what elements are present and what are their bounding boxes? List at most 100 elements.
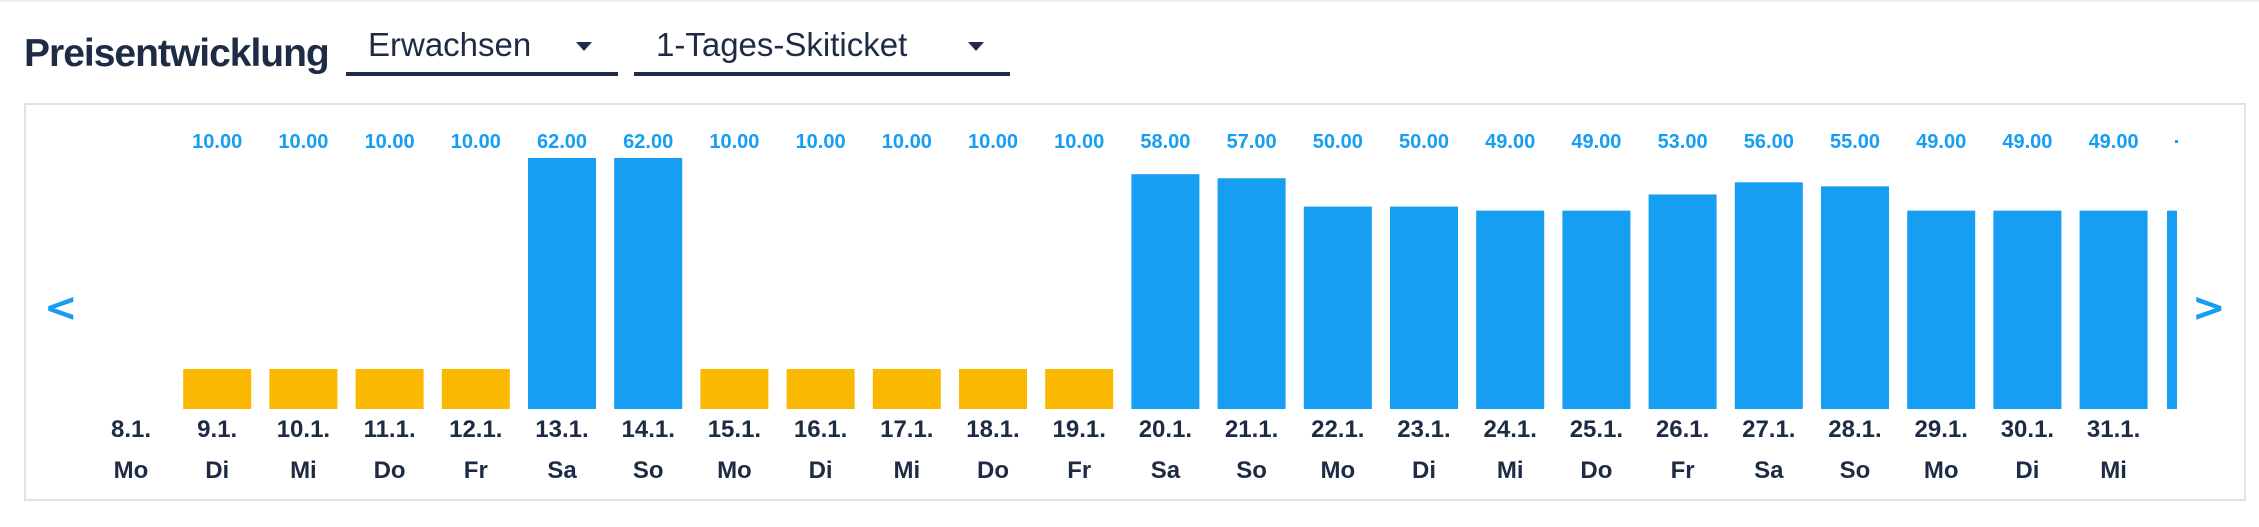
date-tick-label: 13.1. [535,416,588,443]
weekday-tick-label: Mi [290,457,317,484]
date-tick-label: 31.1. [2087,416,2140,443]
price-value-label: 62.00 [537,131,587,153]
ticket-type-select[interactable]: 1-Tages-Skiticket [634,20,1010,76]
date-tick-label: 14.1. [622,416,675,443]
price-value-label: 57.00 [1227,131,1277,153]
date-tick-label: 20.1. [1139,416,1192,443]
weekday-tick-label: Sa [1151,457,1181,484]
date-tick-label: 9.1. [197,416,237,443]
date-tick-label: 27.1. [1742,416,1795,443]
price-bar[interactable] [1131,174,1200,409]
price-bar-partial [2167,210,2177,409]
price-bar[interactable] [1993,210,2062,409]
weekday-tick-label: Mi [893,457,920,484]
weekday-tick-label: Fr [1671,457,1695,484]
price-value-label: 56.00 [1744,131,1794,153]
price-bar[interactable] [2079,210,2148,409]
price-value-label: 10.00 [278,131,328,153]
price-value-label: 49.00 [1485,131,1535,153]
date-tick-label: 8.1. [111,416,151,443]
price-value-label: 10.00 [882,131,932,153]
date-tick-label: 11.1. [364,416,416,443]
price-value-label: 10.00 [796,131,846,153]
price-bar[interactable] [1390,206,1458,409]
date-tick-label: 19.1. [1053,416,1106,443]
caret-down-icon [576,42,592,51]
date-tick-label: 12.1. [449,416,502,443]
date-tick-label: 17.1. [880,416,933,443]
weekday-tick-label: Fr [464,457,488,484]
previous-arrow-icon[interactable]: < [44,285,78,331]
price-value-label: 50.00 [1313,131,1363,153]
price-value-label-partial [2175,140,2178,143]
price-bar[interactable] [1734,182,1803,409]
top-divider [0,0,2259,2]
price-value-label: 10.00 [1054,131,1104,153]
date-tick-label: 16.1. [794,416,847,443]
date-tick-label: 26.1. [1656,416,1709,443]
date-tick-label: 30.1. [2001,416,2054,443]
date-tick-label: 22.1. [1311,416,1364,443]
weekday-tick-label: Do [1580,457,1612,484]
next-arrow-icon[interactable]: > [2192,285,2226,331]
date-tick-label: 24.1. [1484,416,1537,443]
price-value-label: 53.00 [1658,131,1708,153]
date-tick-label: 15.1. [708,416,761,443]
price-bar[interactable] [183,369,252,409]
price-bar[interactable] [441,369,510,409]
price-bar[interactable] [1562,210,1631,409]
weekday-tick-label: Mi [2100,457,2127,484]
weekday-tick-label: Di [1412,457,1436,484]
price-bar[interactable] [1821,186,1889,409]
price-bar[interactable] [700,369,769,409]
price-value-label: 10.00 [709,131,759,153]
weekday-tick-label: Mo [1924,457,1959,484]
weekday-tick-label: So [1236,457,1267,484]
weekday-tick-label: Fr [1067,457,1091,484]
price-bar[interactable] [1045,369,1114,409]
date-tick-label: 28.1. [1828,416,1881,443]
ticket-type-select-value: 1-Tages-Skiticket [656,26,908,63]
age-group-select[interactable]: Erwachsen [346,20,618,76]
date-tick-label: 21.1. [1225,416,1278,443]
date-tick-label: 23.1. [1397,416,1450,443]
price-bar[interactable] [1907,210,1976,409]
weekday-tick-label: Mo [1320,457,1355,484]
page-title: Preisentwicklung [24,32,330,75]
price-value-label: 62.00 [623,131,673,153]
price-bar[interactable] [786,369,855,409]
price-bar[interactable] [1476,210,1545,409]
price-value-label: 49.00 [1571,131,1621,153]
age-group-select-value: Erwachsen [368,26,532,63]
weekday-tick-label: So [1840,457,1871,484]
price-bar[interactable] [1217,178,1286,409]
weekday-tick-label: So [633,457,664,484]
price-bar[interactable] [355,369,424,409]
date-tick-label: 25.1. [1570,416,1623,443]
price-bar[interactable] [269,369,338,409]
weekday-tick-label: Do [977,457,1009,484]
weekday-tick-label: Mi [1497,457,1524,484]
price-bar[interactable] [614,158,683,409]
price-bar[interactable] [1648,194,1717,409]
price-value-label: 10.00 [192,131,242,153]
weekday-tick-label: Mo [717,457,752,484]
price-value-label: 49.00 [2002,131,2052,153]
price-value-label: 55.00 [1830,131,1880,153]
price-bar[interactable] [528,158,596,409]
weekday-tick-label: Sa [547,457,577,484]
weekday-tick-label: Do [374,457,406,484]
price-value-label: 10.00 [968,131,1018,153]
caret-down-icon [968,42,984,51]
date-tick-label: 10.1. [277,416,330,443]
price-value-label: 58.00 [1140,131,1190,153]
weekday-tick-label: Di [809,457,833,484]
weekday-tick-label: Di [205,457,229,484]
price-bar[interactable] [872,369,941,409]
price-bar[interactable] [959,369,1027,409]
weekday-tick-label: Sa [1754,457,1784,484]
weekday-tick-label: Mo [114,457,149,484]
header: Preisentwicklung Erwachsen 1-Tages-Skiti… [24,20,1224,80]
price-bar[interactable] [1303,206,1372,409]
